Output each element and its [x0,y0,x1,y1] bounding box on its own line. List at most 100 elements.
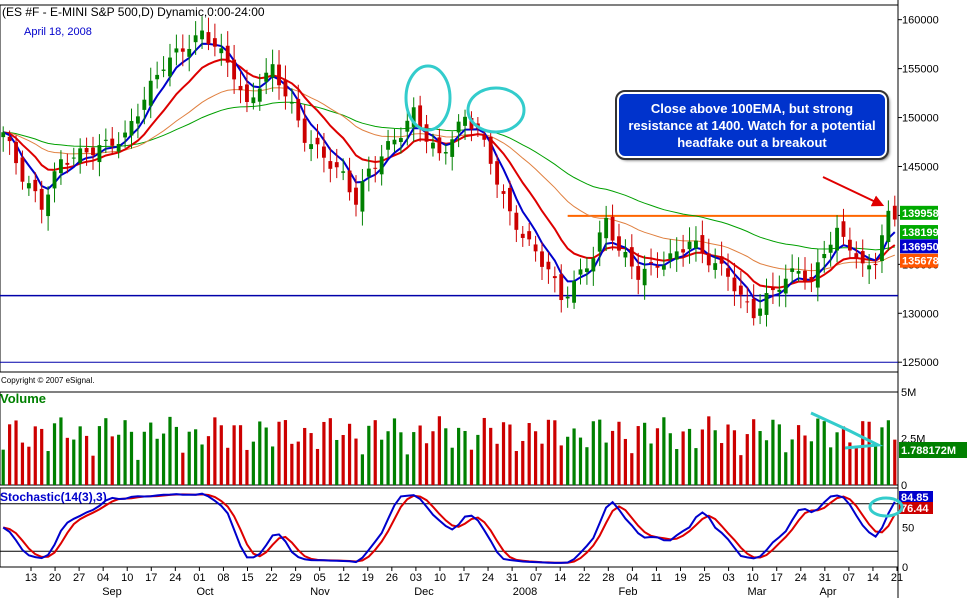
volume-bar [476,434,480,485]
candle-body [91,147,95,156]
volume-bar [91,455,95,485]
candle-body [129,120,134,136]
candle-body [411,107,416,127]
stoch-tag-label: 76.44 [901,503,929,515]
volume-bar [161,433,166,485]
date-axis-label: 15 [241,572,253,584]
date-axis-label: 27 [73,572,85,584]
volume-bar [104,418,108,485]
candle-body [809,276,814,281]
candle-body [174,48,179,53]
price-tag [900,205,938,220]
volume-bar [546,419,551,485]
candle-body [456,121,461,133]
copyright-text: Copyright © 2007 eSignal. [1,376,95,385]
volume-bar [226,447,230,485]
red-arrow [822,176,885,207]
candle-body [347,170,352,193]
candle-body [803,270,807,282]
volume-bar [867,421,871,485]
date-axis-label: 31 [506,572,518,584]
volume-bar [854,445,858,485]
stoch-tag [899,502,933,514]
candle-body [59,159,63,174]
volume-bar [27,446,31,485]
date-axis-label: 12 [338,572,350,584]
candle-body [200,30,204,40]
volume-bar [46,451,50,485]
candle-body [822,254,827,259]
volume-bar [623,438,627,485]
volume-bar [585,447,589,485]
volume-bar [174,426,178,485]
volume-bar [720,443,724,485]
volume-bar [142,431,146,485]
volume-bar [20,442,25,485]
volume-bar [200,444,204,485]
candle-body [867,265,872,270]
candle-body [386,141,390,150]
candle-body [65,162,70,165]
candle-body [886,210,891,243]
volume-bar [399,432,403,485]
candle-body [706,253,711,266]
volume-bar [110,436,114,485]
volume-bar [591,421,595,485]
volume-bar [655,428,660,485]
volume-bar [283,420,288,485]
date-axis-label: 07 [843,572,855,584]
price-axis-label: 155000 [902,64,939,76]
candle-body [726,268,730,277]
volume-bar [649,443,653,485]
volume-bar [745,434,749,485]
candle-body [219,48,224,54]
candle-body [7,136,12,142]
volume-bar [566,436,570,485]
candle-body [854,253,859,258]
volume-bar [296,441,300,485]
stoch-tag [899,491,933,503]
date-axis-label: 19 [674,572,686,584]
volume-bar [424,443,429,485]
volume-bar [392,418,397,485]
candle-body [661,265,666,270]
candle-body [687,241,692,250]
volume-bar [341,435,345,485]
volume-bar [784,452,788,485]
candle-body [123,132,128,138]
candle-body [546,261,551,270]
volume-bar [187,431,191,485]
candle-body [552,276,557,279]
date-axis-label: 22 [265,572,277,584]
volume-bar [1,449,5,485]
candle-body [745,301,750,303]
candle-body [84,148,89,153]
candle-body [257,88,262,102]
volume-bar [764,440,769,485]
volume-bar [694,448,698,485]
stoch-axis-label: 0 [902,562,908,574]
candle-body [629,247,634,267]
volume-bar [880,427,884,485]
candle-body [694,240,698,249]
volume-bar [309,433,313,485]
volume-bar [777,424,781,485]
candle-body [110,138,115,146]
date-axis-label: 13 [25,572,37,584]
volume-bar [84,435,89,485]
candle-body [873,263,878,266]
volume-bar [213,417,217,485]
volume-bar [604,442,608,485]
candle-body [277,64,281,86]
volume-bar [469,449,474,485]
candle-body [649,262,653,264]
price-tag-label: 135678 [902,256,939,268]
volume-bar [501,422,506,485]
date-axis-label: 10 [434,572,446,584]
date-axis-label: 19 [362,572,374,584]
candle-body [341,171,346,173]
date-axis-label: 29 [289,572,301,584]
candle-body [758,308,763,316]
volume-bar [444,428,448,485]
candle-body [373,167,378,169]
